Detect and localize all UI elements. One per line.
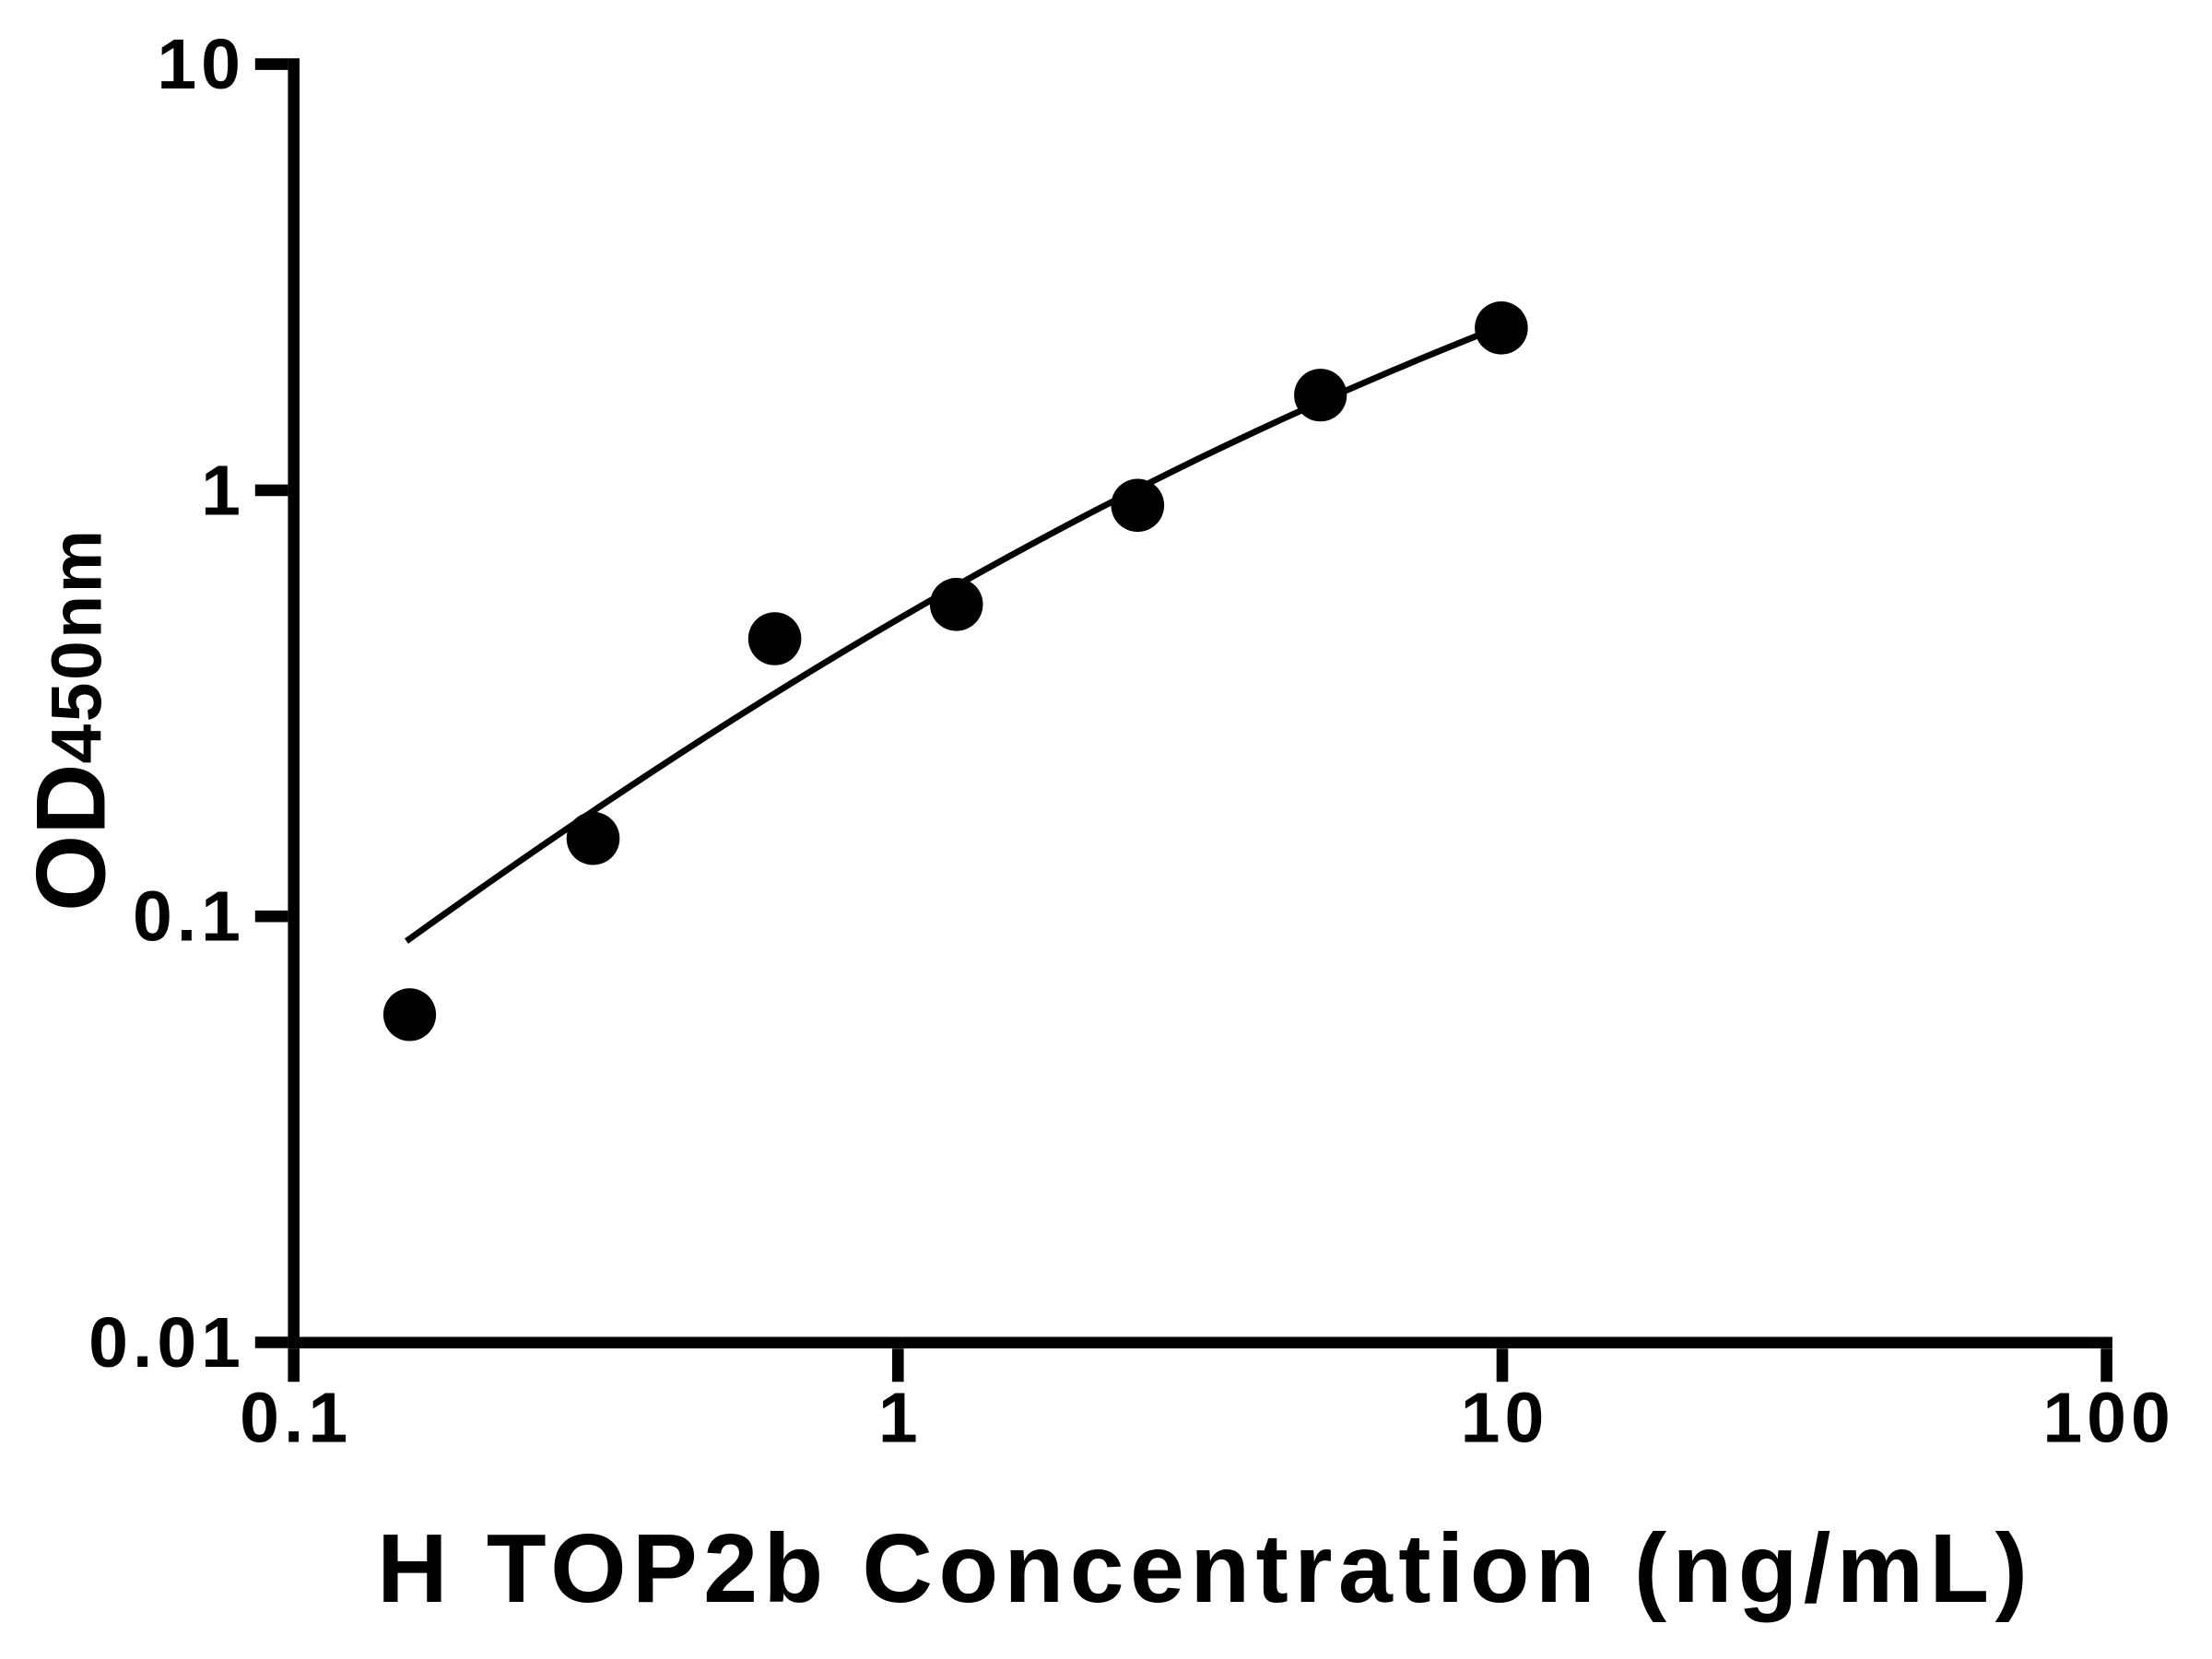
svg-text:0.01: 0.01: [88, 1303, 245, 1382]
svg-text:H TOP2b Concentration (ng/mL): H TOP2b Concentration (ng/mL): [377, 1514, 2033, 1623]
svg-text:10: 10: [157, 25, 245, 104]
svg-text:100: 100: [2042, 1379, 2174, 1458]
svg-text:0.1: 0.1: [133, 877, 245, 957]
svg-text:1: 1: [201, 451, 245, 530]
svg-text:0.1: 0.1: [240, 1379, 352, 1458]
svg-text:1: 1: [878, 1379, 923, 1458]
svg-text:10: 10: [1461, 1379, 1549, 1458]
